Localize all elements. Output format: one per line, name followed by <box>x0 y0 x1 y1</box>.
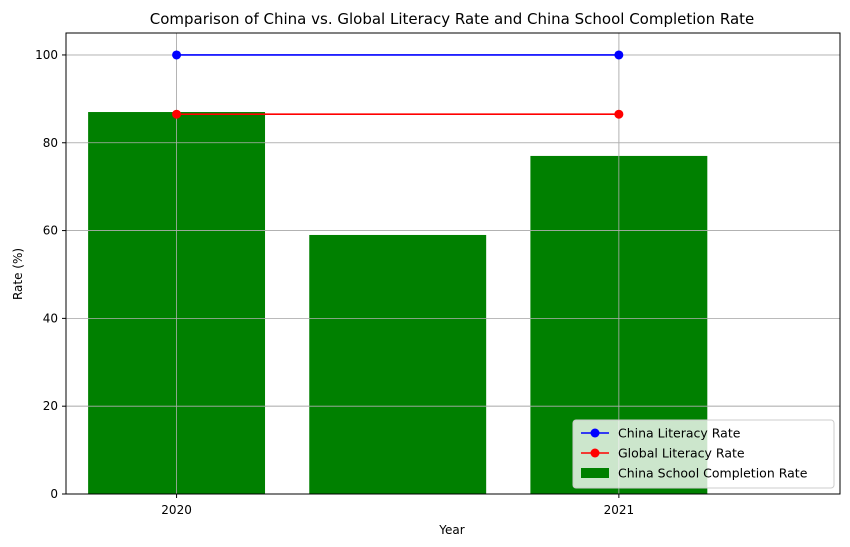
y-axis-label: Rate (%) <box>11 248 25 300</box>
series-point <box>172 50 182 60</box>
line-series <box>172 50 624 119</box>
y-tick-label: 100 <box>35 48 58 62</box>
legend-label: China Literacy Rate <box>618 426 741 441</box>
legend-bar-swatch <box>581 468 609 478</box>
bar <box>309 234 487 494</box>
legend: China Literacy Rate Global Literacy Rate C… <box>572 419 835 489</box>
y-tick-label: 60 <box>43 224 58 238</box>
axis-ticks: 0 20 40 60 80 100 2020 2021 <box>35 48 634 517</box>
chart-title: Comparison of China vs. Global Literacy … <box>150 10 755 28</box>
series-point <box>172 109 182 119</box>
legend-box <box>572 419 835 489</box>
series-point <box>614 109 624 119</box>
x-tick-label: 2020 <box>161 503 192 517</box>
legend-label: Global Literacy Rate <box>618 446 745 461</box>
legend-marker <box>590 448 600 458</box>
x-tick-label: 2021 <box>604 503 635 517</box>
y-tick-label: 0 <box>50 487 58 501</box>
plot-frame <box>65 32 841 495</box>
y-tick-label: 20 <box>43 399 58 413</box>
x-axis-label: Year <box>438 523 464 537</box>
legend-marker <box>590 428 600 438</box>
legend-label: China School Completion Rate <box>618 466 808 481</box>
y-tick-label: 80 <box>43 136 58 150</box>
y-tick-label: 40 <box>43 311 58 325</box>
series-point <box>614 50 624 60</box>
